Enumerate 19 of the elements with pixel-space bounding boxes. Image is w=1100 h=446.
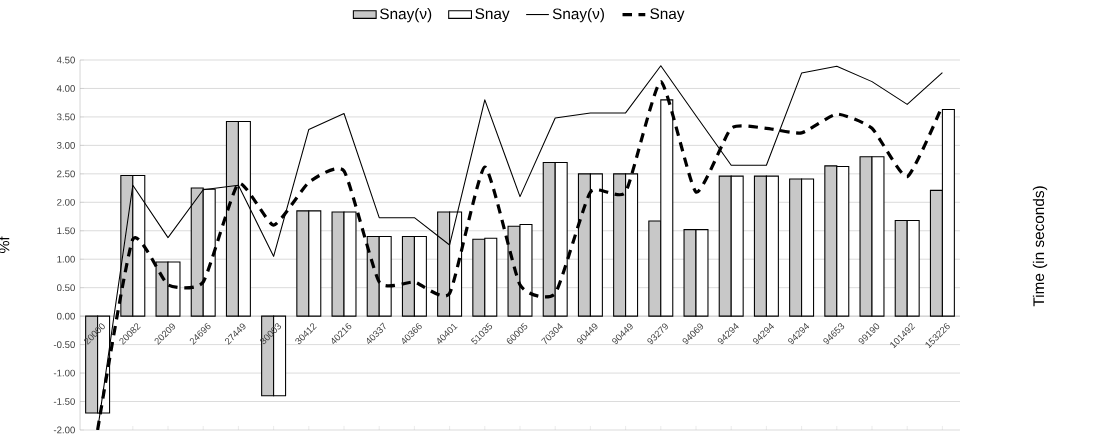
y2-axis-title: Time (in seconds) xyxy=(1032,186,1048,307)
legend-label: Snay(ν) xyxy=(552,8,604,23)
y-tick-label: -1.50 xyxy=(53,398,75,405)
y-tick-label: -1.00 xyxy=(53,369,75,377)
legend-label: Snay(ν) xyxy=(380,8,432,23)
legend-label: Snay xyxy=(650,8,685,23)
y-tick-label: 3.50 xyxy=(56,113,75,121)
y-tick-label: 3.00 xyxy=(56,142,75,149)
y-tick-label: 2.00 xyxy=(57,198,75,206)
y-tick-label: 4.50 xyxy=(56,56,75,64)
y-tick-label: 4.00 xyxy=(56,85,75,92)
legend-label: Snay xyxy=(475,8,510,23)
y-tick-label: -0.50 xyxy=(53,341,75,348)
y-tick-label: 1.00 xyxy=(57,255,75,263)
y-tick-label: 1.50 xyxy=(57,227,75,235)
y-tick-label: 0.50 xyxy=(57,284,75,292)
y-tick-label: -2.00 xyxy=(53,426,75,434)
y-tick-label: 0.00 xyxy=(57,312,75,320)
y-tick-label: 2.50 xyxy=(57,170,75,178)
